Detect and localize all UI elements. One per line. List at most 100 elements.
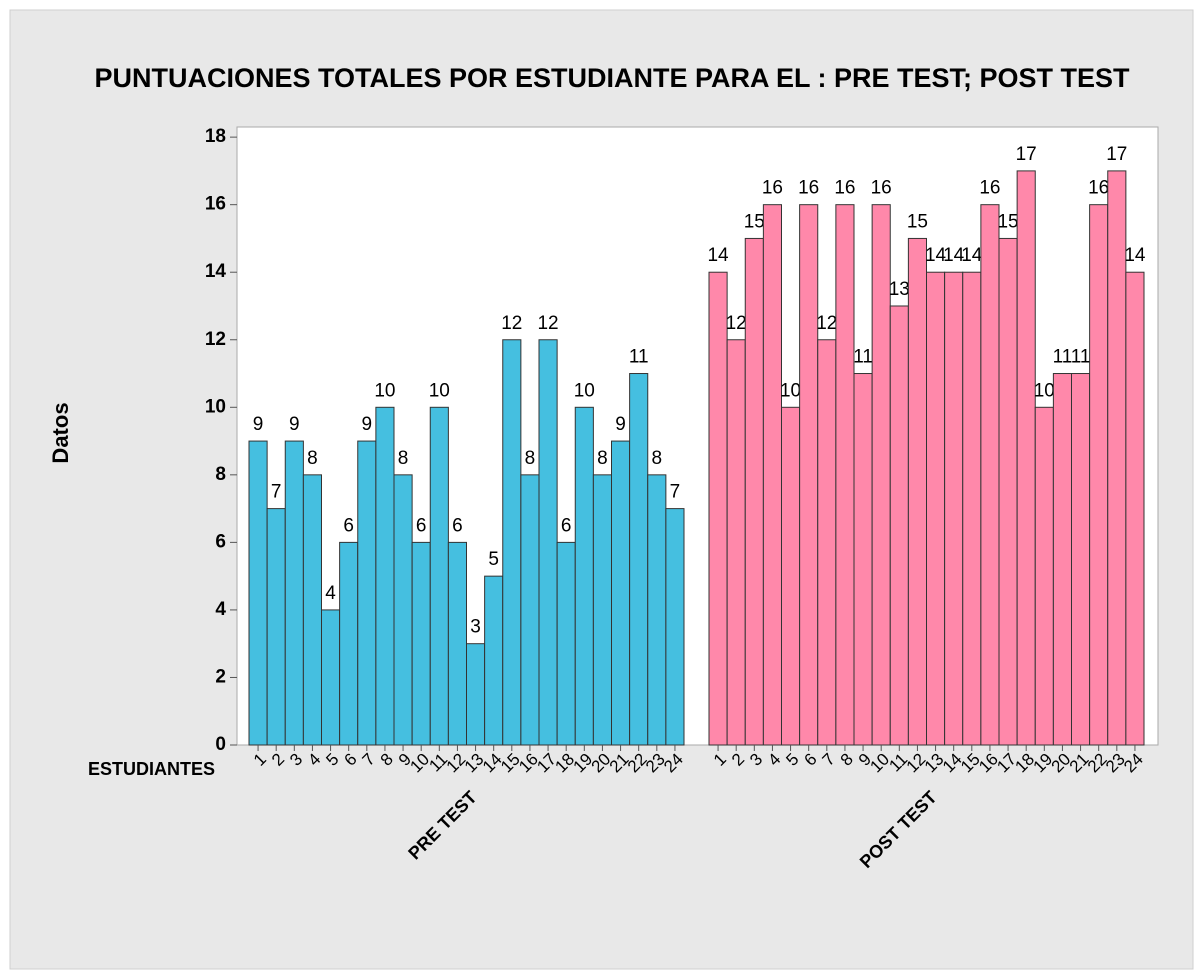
bar (665, 508, 685, 746)
data-label: 10 (374, 380, 395, 401)
bar (447, 541, 467, 746)
bar (592, 474, 612, 746)
data-label: 7 (670, 482, 681, 503)
bar (853, 373, 873, 746)
data-label: 10 (1034, 380, 1055, 401)
data-label: 16 (871, 178, 892, 199)
bar (538, 339, 558, 746)
bar (744, 237, 764, 746)
data-label: 16 (798, 178, 819, 199)
bar (871, 204, 891, 746)
data-label: 12 (726, 313, 747, 334)
bar (357, 440, 377, 746)
data-label: 9 (253, 414, 264, 435)
bar (339, 541, 359, 746)
bar (284, 440, 304, 746)
bar (835, 204, 855, 746)
data-label: 13 (889, 279, 910, 300)
bar (962, 271, 982, 746)
data-label: 11 (1071, 347, 1091, 368)
bar (266, 508, 286, 746)
bar (429, 406, 449, 746)
bar (647, 474, 667, 746)
bar (926, 271, 946, 746)
y-tick-label: 2 (215, 666, 226, 687)
data-label: 16 (834, 178, 855, 199)
bar (375, 406, 395, 746)
bar (708, 271, 728, 746)
bar (1052, 373, 1072, 746)
bar (411, 541, 431, 746)
data-label: 17 (1106, 144, 1127, 165)
data-label: 5 (488, 549, 499, 570)
data-label: 6 (416, 515, 427, 536)
data-label: 10 (574, 380, 595, 401)
data-label: 7 (271, 482, 282, 503)
data-label: 3 (470, 617, 481, 638)
data-label: 10 (429, 380, 450, 401)
bar (1071, 373, 1091, 746)
data-label: 16 (762, 178, 783, 199)
y-tick-label: 18 (205, 126, 226, 147)
bar (1034, 406, 1054, 746)
bar (726, 339, 746, 746)
bar (502, 339, 522, 746)
bar (889, 305, 909, 746)
y-axis-label: Datos (48, 402, 73, 463)
data-label: 12 (501, 313, 522, 334)
bar (817, 339, 837, 746)
data-label: 16 (1088, 178, 1109, 199)
data-label: 11 (853, 347, 873, 368)
data-label: 17 (1016, 144, 1037, 165)
data-label: 14 (943, 245, 965, 266)
bar (980, 204, 1000, 746)
bar (799, 204, 819, 746)
data-label: 14 (1124, 245, 1146, 266)
data-label: 6 (561, 515, 572, 536)
data-label: 9 (289, 414, 300, 435)
y-tick-label: 0 (215, 734, 226, 755)
x-axis-label: ESTUDIANTES (88, 759, 215, 779)
bar (944, 271, 964, 746)
bar (781, 406, 801, 746)
data-label: 8 (652, 448, 663, 469)
data-label: 14 (925, 245, 947, 266)
data-label: 4 (325, 583, 336, 604)
chart-title: PUNTUACIONES TOTALES POR ESTUDIANTE PARA… (94, 63, 1130, 93)
y-tick-label: 12 (205, 329, 226, 350)
y-tick-label: 8 (215, 464, 226, 485)
y-tick-label: 10 (205, 396, 226, 417)
y-tick-label: 16 (205, 194, 226, 215)
data-label: 8 (307, 448, 318, 469)
data-label: 15 (907, 211, 928, 232)
bar (248, 440, 268, 746)
data-label: 6 (343, 515, 354, 536)
bar (998, 237, 1018, 746)
data-label: 14 (707, 245, 729, 266)
y-tick-label: 4 (215, 599, 226, 620)
bar (1125, 271, 1145, 746)
y-tick-label: 14 (205, 261, 227, 282)
bar (762, 204, 782, 746)
bar (556, 541, 576, 746)
data-label: 15 (744, 211, 765, 232)
data-label: 11 (629, 347, 649, 368)
data-label: 8 (525, 448, 536, 469)
y-tick-label: 6 (215, 531, 226, 552)
data-label: 10 (780, 380, 801, 401)
data-label: 8 (597, 448, 608, 469)
bar (1089, 204, 1109, 746)
data-label: 14 (961, 245, 983, 266)
data-label: 9 (362, 414, 373, 435)
bar (611, 440, 631, 746)
data-label: 16 (979, 178, 1000, 199)
bar (1107, 170, 1127, 746)
bar (484, 575, 504, 746)
data-label: 8 (398, 448, 409, 469)
bar (907, 237, 927, 746)
data-label: 11 (1053, 347, 1073, 368)
bar (466, 643, 486, 746)
data-label: 12 (816, 313, 837, 334)
bar (321, 609, 341, 746)
